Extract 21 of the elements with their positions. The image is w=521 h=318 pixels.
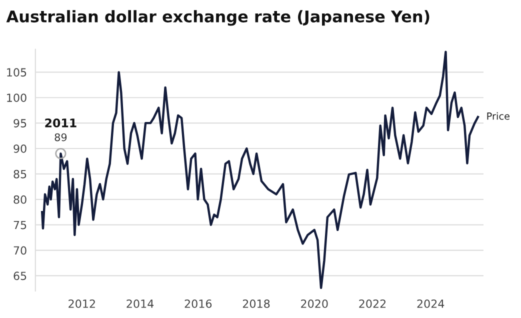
x-tick-label: 2022 (359, 300, 386, 308)
x-tick-label: 2018 (242, 300, 270, 308)
y-tick-label: 90 (14, 144, 26, 153)
x-tick-label: 2014 (126, 300, 154, 308)
y-tick-label: 65 (14, 272, 26, 280)
chart-title: Australian dollar exchange rate (Japanese Yen) (6, 10, 430, 26)
line-series (41, 50, 480, 290)
x-tick-label: 2020 (301, 300, 328, 308)
x-tick-label: 2024 (417, 300, 444, 308)
annotation: 89 (54, 133, 67, 142)
y-tick-label: 75 (14, 220, 26, 230)
y-tick-label: 70 (14, 246, 26, 255)
y-tick-label: 105 (7, 68, 26, 77)
annotation: 2011 (45, 118, 76, 128)
y-tick-label: 80 (14, 195, 26, 204)
series-label: Price (487, 112, 510, 120)
y-tick-label: 85 (14, 170, 26, 178)
x-tick-label: 2012 (68, 300, 95, 308)
y-tick-label: 100 (7, 94, 26, 102)
y-tick-label: 95 (14, 119, 26, 128)
x-tick-label: 2016 (184, 300, 212, 308)
